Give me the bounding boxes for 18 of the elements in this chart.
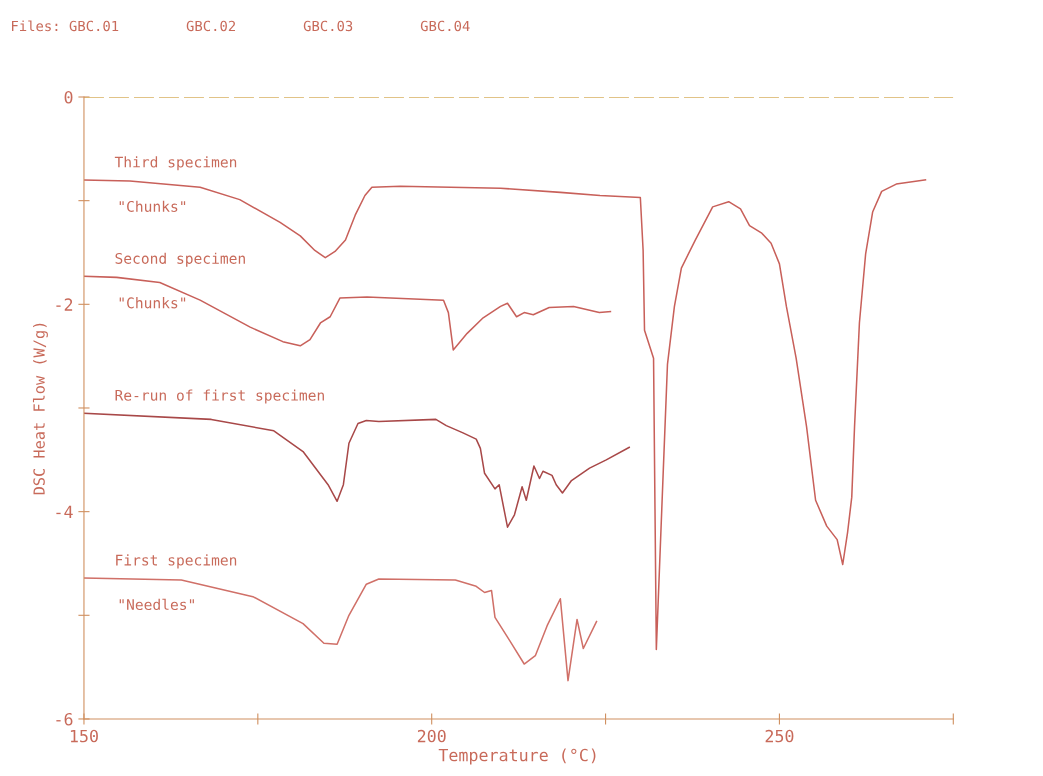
- series-label: Re-run of first specimen: [115, 389, 324, 404]
- x-tick-label: 200: [417, 729, 446, 743]
- y-axis-title: DSC Heat Flow (W/g): [32, 323, 48, 495]
- line-series: [83, 275, 612, 351]
- x-axis-title: Temperature (°C): [438, 748, 596, 765]
- y-tick-label: -2: [56, 298, 73, 311]
- line-series: [83, 412, 630, 528]
- x-tick-label: 150: [70, 729, 98, 743]
- text: First specimen "Needles": [116, 554, 237, 611]
- line-series: [83, 179, 927, 651]
- text: Second specimen "Chunks": [115, 252, 245, 309]
- y-tick-label: -4: [56, 505, 73, 519]
- text: Third specimen "Chunks": [114, 156, 237, 212]
- y-tick-label: 0: [64, 91, 73, 104]
- chart-title: Files: GBC.01 GBC.02 GBC.03 GBC.04: [12, 20, 470, 32]
- x-tick-label: 250: [765, 729, 794, 743]
- line-series: [83, 577, 598, 682]
- y-tick-label: -6: [56, 712, 73, 726]
